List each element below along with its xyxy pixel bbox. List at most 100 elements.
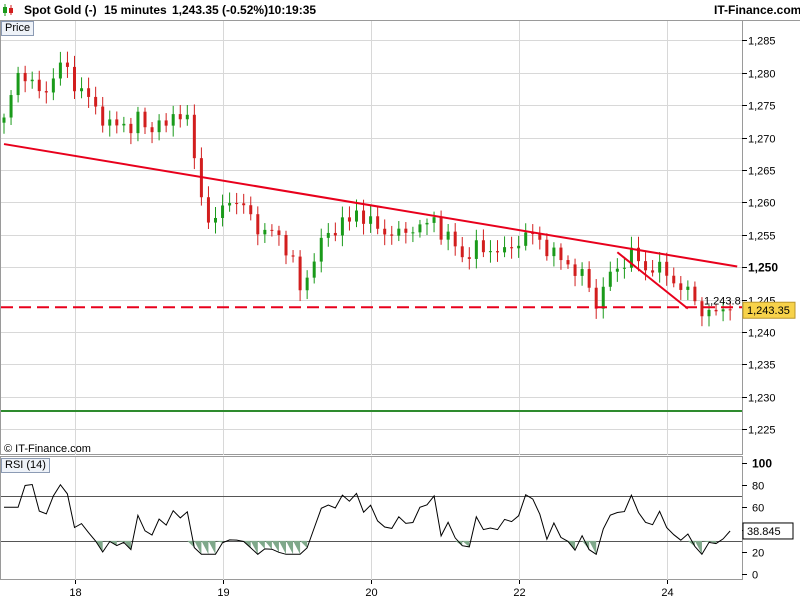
candle-body	[658, 261, 662, 273]
rsi-oversold-fill	[300, 540, 308, 548]
last-price-tag	[742, 301, 796, 319]
candle-body	[164, 120, 168, 126]
rsi-panel-tag[interactable]: RSI (14)	[1, 458, 50, 473]
rsi-oversold-fill	[582, 540, 590, 550]
candle-body	[651, 270, 655, 273]
candle-body	[686, 286, 690, 290]
candle-body	[312, 261, 316, 278]
rsi-tick-label: 80	[752, 481, 764, 493]
x-tick-label: 20	[365, 587, 377, 599]
x-tick-label: 24	[661, 587, 673, 599]
trendline-annotations: 1,243.8	[1, 143, 742, 412]
rsi-oversold-fill	[250, 540, 258, 555]
timestamp: 10:19:35	[268, 3, 317, 17]
candle-body	[425, 222, 429, 225]
candle-body	[474, 240, 478, 259]
brand-name: IT-Finance.com	[714, 3, 800, 17]
rsi-oversold-fill	[201, 540, 209, 555]
rsi-oversold-fill	[462, 540, 470, 547]
candle-body	[566, 260, 570, 265]
candle-body	[80, 88, 84, 92]
candle-body	[679, 283, 683, 290]
candle-body	[326, 232, 330, 238]
candlestick-series	[2, 51, 732, 327]
rsi-oversold-fill	[694, 540, 702, 555]
candle-body	[587, 269, 591, 288]
candle-body	[467, 257, 471, 259]
candle-body	[707, 309, 711, 317]
candle-body	[94, 96, 98, 107]
candle-body	[65, 62, 69, 67]
candle-body	[693, 286, 697, 302]
rsi-tick-label: 60	[752, 503, 764, 515]
candle-body	[333, 232, 337, 236]
price-tick-label: 1,270	[748, 134, 776, 146]
candle-body	[404, 228, 408, 233]
candle-body	[432, 217, 436, 223]
chart-header: Spot Gold (-) 15 minutes 1,243.35 (-0.52…	[0, 0, 800, 21]
price-tick-label: 1,230	[748, 393, 776, 405]
rsi-oversold-fill	[293, 540, 301, 555]
candle-body	[214, 217, 217, 223]
rsi-oversold-fill	[264, 540, 272, 550]
candle-body	[615, 268, 619, 272]
rsi-tick-label: 20	[752, 548, 764, 560]
candle-body	[481, 240, 485, 253]
candle-body	[714, 309, 718, 312]
rsi-last-value-label: 38.845	[747, 526, 781, 538]
price-tick-label: 1,260	[748, 198, 776, 210]
candle-body	[390, 234, 394, 236]
rsi-oversold-fill	[701, 540, 709, 543]
candle-body	[637, 247, 640, 262]
candle-body	[700, 301, 704, 317]
price-tick-label: 1,250	[748, 261, 778, 275]
price-panel-tag[interactable]: Price	[1, 21, 35, 36]
candle-body	[347, 217, 351, 222]
candle-body	[270, 229, 274, 231]
rsi-series	[4, 483, 731, 556]
candle-body	[284, 234, 288, 256]
last-price-label: 1,243.35	[747, 305, 790, 317]
candle-body	[665, 261, 669, 276]
candle-body	[383, 228, 387, 235]
price-change: 1,243.35 (-0.52%)	[172, 3, 269, 17]
candle-body	[488, 251, 492, 253]
candle-body	[37, 79, 41, 92]
candle-body	[439, 217, 443, 240]
instrument-name: Spot Gold (-)	[24, 3, 97, 17]
candle-body	[136, 111, 140, 134]
candle-body	[460, 246, 464, 258]
candle-body	[16, 72, 20, 96]
candle-body	[721, 309, 725, 312]
rsi-oversold-fill	[687, 540, 695, 547]
price-tick-label: 1,265	[748, 166, 776, 178]
candle-body	[411, 232, 415, 234]
price-grid	[1, 21, 742, 455]
candle-body	[150, 127, 154, 133]
candle-body	[185, 114, 189, 120]
candle-body	[580, 269, 584, 276]
candle-body	[108, 119, 112, 126]
rsi-oversold-fill	[271, 540, 279, 553]
chart-interval[interactable]: 15 minutes	[104, 3, 167, 17]
candle-body	[249, 205, 253, 215]
candle-body	[242, 203, 246, 206]
candle-body	[178, 114, 182, 120]
candle-body	[235, 203, 239, 205]
price-y-axis: 1,285 1,280 1,275 1,270 1,265 1,260 1,255 1,250…	[742, 36, 796, 437]
x-tick-label: 19	[217, 587, 229, 599]
candle-body	[122, 123, 126, 126]
candle-body	[256, 214, 260, 235]
candle-body	[319, 237, 323, 262]
candlestick-logo-icon	[3, 4, 13, 16]
candle-body	[58, 62, 62, 79]
candle-body	[51, 78, 55, 93]
candle-body	[517, 245, 521, 249]
rsi-oversold-fill	[709, 540, 717, 544]
candle-body	[87, 88, 91, 97]
candle-body	[2, 117, 6, 123]
rsi-tick-label: 0	[752, 570, 758, 582]
candle-body	[524, 232, 528, 246]
candle-body	[340, 217, 344, 236]
